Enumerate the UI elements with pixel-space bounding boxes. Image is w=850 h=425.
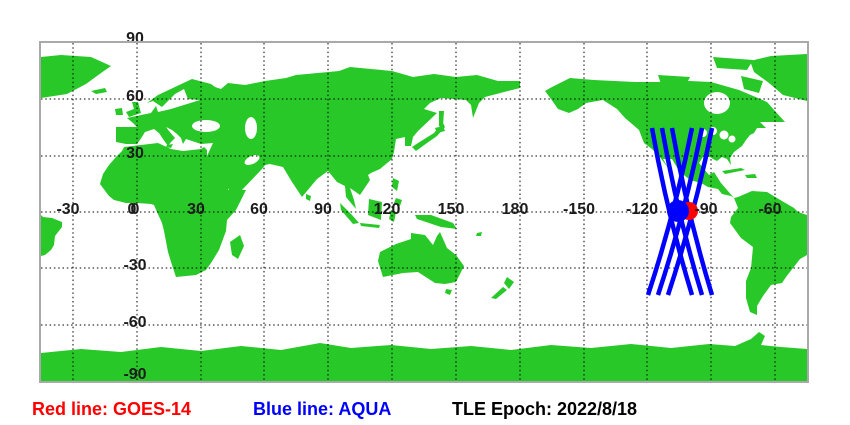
landmass-fiji-islands [476,232,482,236]
lon-label-60: 60 [250,201,268,218]
landmass-java [360,223,380,228]
landmass-greenland-west [750,54,807,101]
landmass-ellesmere-island [713,57,753,70]
lat-label-0: 0 [131,201,140,218]
lon-label-minus30: -30 [56,201,79,218]
landmass-hokkaido [435,126,445,133]
persian-gulf [244,155,260,165]
landmass-luzon [392,178,399,191]
legend-goes14: Red line: GOES-14 [32,399,191,419]
lon-label-minus60: -60 [758,201,781,218]
landmass-baffin-island [741,76,763,93]
legend-tle-epoch: TLE Epoch: 2022/8/18 [452,399,637,419]
landmass-antarctica [41,332,807,381]
landmass-new-guinea [415,215,457,229]
lon-label-minus150: -150 [563,201,595,218]
landmass-sri-lanka [306,194,311,201]
lon-label-120: 120 [374,201,401,218]
legend-aqua: Blue line: AQUA [253,399,391,419]
landmass-victoria-island [658,75,690,85]
lat-label-90: 90 [126,30,144,47]
landmass-iceland [91,88,107,94]
lat-label-minus90: -90 [123,366,146,383]
landmass-cuba [722,168,745,174]
landmass-sumatra [340,203,359,224]
grid-labels: -30 0 30 60 90 120 150 180 -150 -120 -90… [56,30,781,383]
hudson-bay [704,92,730,114]
satellite-marker-layer [667,200,698,222]
landmass-hispaniola [745,174,757,178]
lat-label-minus30: -30 [123,257,146,274]
lat-label-60: 60 [126,88,144,105]
landmass-australia [378,232,464,284]
landmass-tasmania [445,289,452,295]
landmass-greenland-east [41,55,111,98]
landmass-sakhalin [439,111,444,126]
landmass-new-zealand-north [504,277,514,289]
map-frame [39,41,809,383]
aqua-marker [667,200,689,222]
great-lake-ontario [728,135,736,143]
landmass-south-america [730,191,807,315]
landmass-ireland [115,108,123,115]
lat-label-30: 30 [126,145,144,162]
lon-label-90: 90 [314,201,332,218]
landmass-mindanao [394,198,402,206]
lon-label-minus120: -120 [626,201,658,218]
lon-label-180: 180 [502,201,529,218]
landmass-sicily [166,144,173,148]
lon-label-minus90: -90 [694,201,717,218]
legend: Red line: GOES-14 Blue line: AQUA TLE Ep… [32,399,637,419]
landmass-new-zealand-south [491,287,507,299]
great-lake-erie [719,130,729,140]
lon-label-30: 30 [187,201,205,218]
black-sea [192,120,220,132]
landmass-madagascar [230,235,244,259]
landmass-eurasia [116,67,520,209]
lat-label-minus60: -60 [123,314,146,331]
lon-label-150: 150 [438,201,465,218]
graticule-layer [41,43,807,381]
caspian-sea [245,117,257,139]
landmass-borneo [368,199,382,220]
landmass-brazil-east-tip [41,215,62,256]
lon-label-0: 0 [128,201,137,218]
